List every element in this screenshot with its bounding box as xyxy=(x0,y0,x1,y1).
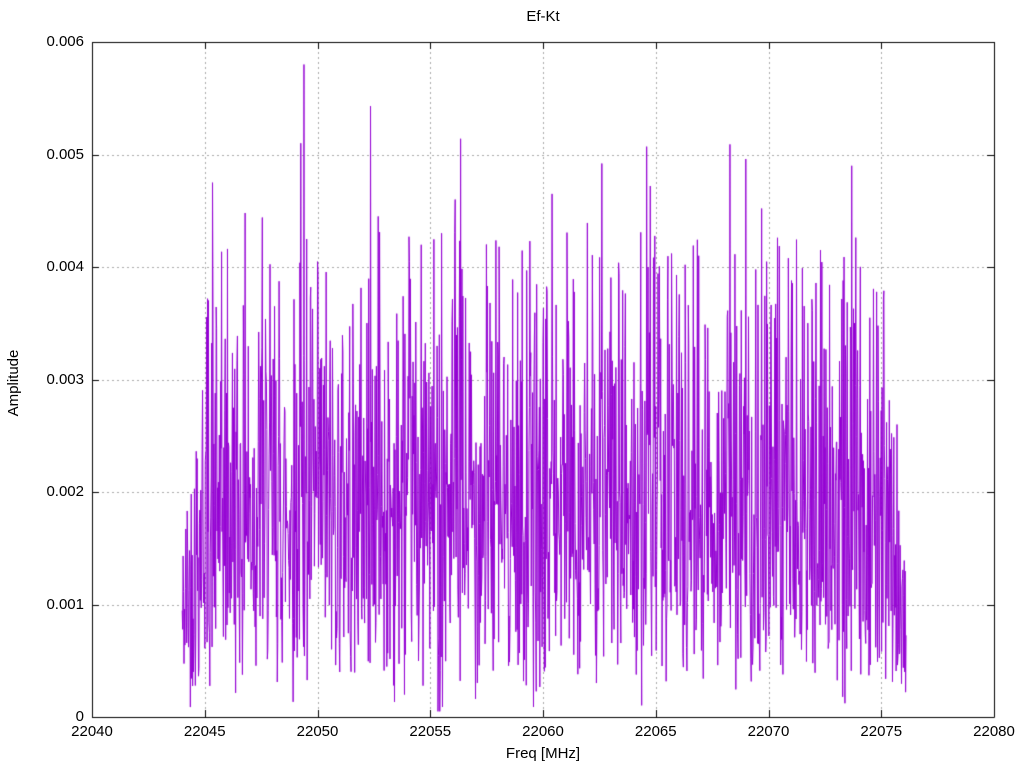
x-tick-label: 22040 xyxy=(71,723,113,740)
x-tick-label: 22070 xyxy=(747,723,790,740)
chart-title: Ef-Kt xyxy=(526,8,560,25)
x-tick-label: 22050 xyxy=(296,723,339,740)
x-tick-label: 22065 xyxy=(634,723,677,740)
x-tick-label: 22060 xyxy=(522,723,564,740)
y-tick-label: 0.003 xyxy=(46,370,84,388)
y-tick-label: 0.006 xyxy=(46,33,84,50)
y-tick-label: 0 xyxy=(75,708,84,725)
y-tick-label: 0.001 xyxy=(46,595,84,613)
x-tick-label: 22075 xyxy=(860,723,903,740)
x-tick-label: 22045 xyxy=(183,723,226,740)
y-tick-label: 0.005 xyxy=(46,145,84,163)
y-tick-label: 0.002 xyxy=(46,483,84,500)
x-axis-title: Freq [MHz] xyxy=(505,745,581,762)
x-tick-label: 22055 xyxy=(409,723,452,740)
y-tick-label: 0.004 xyxy=(46,258,84,275)
x-tick-label: 22080 xyxy=(973,723,1015,740)
